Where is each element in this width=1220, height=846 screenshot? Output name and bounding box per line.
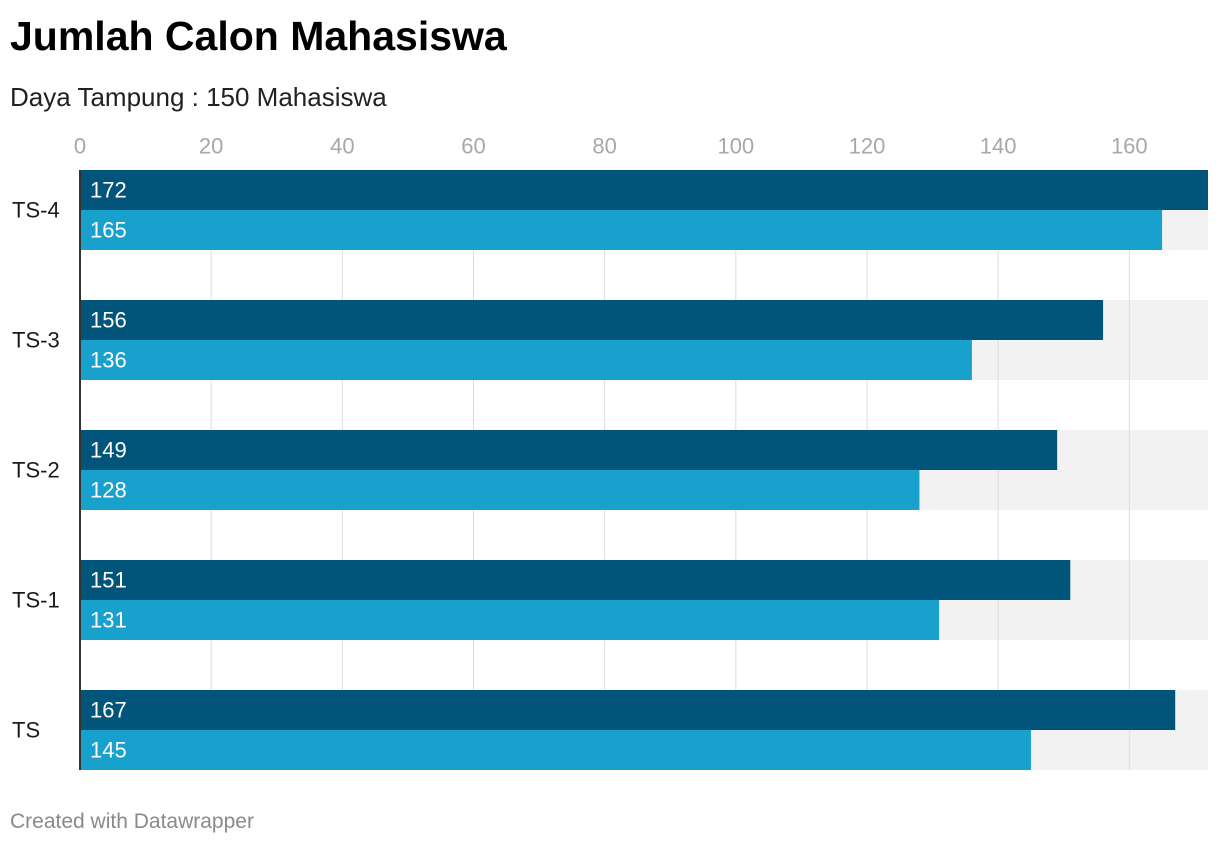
datawrapper-credit: Created with Datawrapper xyxy=(10,810,254,833)
x-tick-label: 160 xyxy=(1111,134,1148,159)
data-label: 131 xyxy=(90,608,127,633)
category-label: TS xyxy=(12,718,40,743)
bar xyxy=(80,560,1071,600)
x-tick-label: 120 xyxy=(849,134,886,159)
x-tick-label: 100 xyxy=(717,134,754,159)
bar xyxy=(80,730,1031,770)
data-label: 149 xyxy=(90,438,127,463)
bar xyxy=(80,690,1176,730)
bar xyxy=(80,170,1208,210)
data-label: 151 xyxy=(90,568,127,593)
chart-title: Jumlah Calon Mahasiswa xyxy=(10,13,507,59)
data-label: 136 xyxy=(90,348,127,373)
data-label: 172 xyxy=(90,178,127,203)
data-label: 156 xyxy=(90,308,127,333)
category-label: TS-3 xyxy=(12,328,60,353)
bar xyxy=(80,470,920,510)
x-tick-label: 40 xyxy=(330,134,354,159)
x-tick-label: 60 xyxy=(461,134,485,159)
chart-subtitle: Daya Tampung : 150 Mahasiswa xyxy=(10,82,387,112)
data-label: 128 xyxy=(90,478,127,503)
data-label: 167 xyxy=(90,698,127,723)
bar xyxy=(80,210,1163,250)
bar xyxy=(80,430,1058,470)
x-tick-label: 80 xyxy=(592,134,616,159)
x-tick-label: 20 xyxy=(199,134,223,159)
x-tick-label: 0 xyxy=(74,134,86,159)
category-label: TS-1 xyxy=(12,588,60,613)
bar xyxy=(80,340,972,380)
category-label: TS-2 xyxy=(12,458,60,483)
bar xyxy=(80,300,1104,340)
data-label: 165 xyxy=(90,218,127,243)
data-label: 145 xyxy=(90,738,127,763)
category-label: TS-4 xyxy=(12,198,60,223)
x-tick-label: 140 xyxy=(980,134,1017,159)
bar xyxy=(80,600,940,640)
